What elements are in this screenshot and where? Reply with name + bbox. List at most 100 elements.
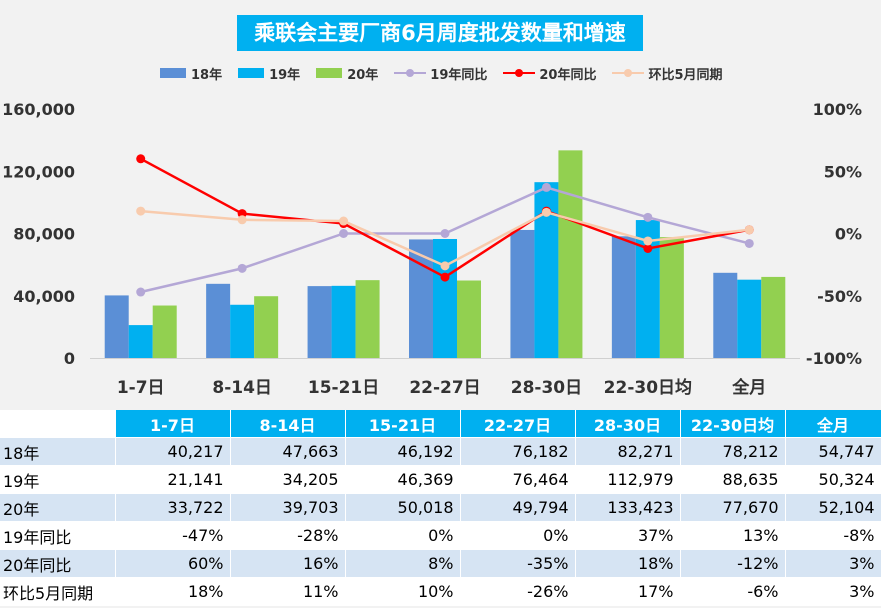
table-cell: 47,663 xyxy=(230,437,346,466)
legend-item: 18年 xyxy=(160,64,222,83)
table-row: 环比5月同期 18% 11% 10% -26% 17% -6% 3% xyxy=(0,577,881,606)
table-row: 20年同比 60% 16% 8% -35% 18% -12% 3% xyxy=(0,549,881,578)
x-tick-label: 22-27日 xyxy=(409,378,480,398)
table-cell: 78,212 xyxy=(680,437,786,466)
table-cell: 82,271 xyxy=(575,437,681,466)
table-cell: 60% xyxy=(115,549,231,578)
legend-label: 20年 xyxy=(347,67,379,83)
point-环比5月同期 xyxy=(541,207,551,217)
legend-item: 20年同比 xyxy=(503,64,596,83)
point-19年同比 xyxy=(237,263,247,273)
point-20年同比 xyxy=(440,272,450,282)
y-left-tick-label: 40,000 xyxy=(13,287,75,306)
table-cell: 3% xyxy=(785,577,881,606)
data-table: 1-7日 8-14日 15-21日 22-27日 28-30日 22-30日均 全月 18年… xyxy=(0,410,881,606)
point-19年同比 xyxy=(440,229,450,238)
table-cell: -6% xyxy=(680,577,786,606)
bar-20年 xyxy=(457,280,481,358)
y-right-tick-label: 100% xyxy=(813,100,862,119)
bar-20年 xyxy=(254,296,279,358)
table-cell: 46,369 xyxy=(345,465,461,494)
legend-item: 19年同比 xyxy=(394,64,487,83)
bar-19年 xyxy=(230,304,255,358)
table-column-header: 15-21日 xyxy=(345,410,461,438)
legend-line-marker xyxy=(612,68,645,78)
bar-18年 xyxy=(206,283,231,358)
table-cell: 133,423 xyxy=(575,493,681,522)
bar-20年 xyxy=(355,280,380,358)
legend-swatch xyxy=(316,68,343,78)
x-tick-label: 全月 xyxy=(731,377,766,398)
table-cell: 33,722 xyxy=(115,493,231,522)
table-column-header: 22-30日均 xyxy=(680,410,786,438)
y-left-tick-label: 0 xyxy=(64,349,75,368)
table-column-header: 全月 xyxy=(785,410,881,438)
table-cell: 0% xyxy=(345,521,461,550)
table-row: 18年 40,217 47,663 46,192 76,182 82,271 78,212 5… xyxy=(0,437,881,466)
table-cell: 49,794 xyxy=(460,493,576,522)
legend-label: 18年 xyxy=(191,67,223,83)
table-cell: 37% xyxy=(575,521,681,550)
table-cell: -8% xyxy=(785,521,881,550)
table-column-header: 28-30日 xyxy=(575,410,681,438)
point-环比5月同期 xyxy=(237,215,247,225)
x-tick-label: 8-14日 xyxy=(212,378,272,398)
bar-20年 xyxy=(659,237,684,358)
legend-item: 20年 xyxy=(316,64,378,83)
row-label: 20年同比 xyxy=(0,549,116,578)
legend-item: 19年 xyxy=(238,64,300,83)
table-cell: 8% xyxy=(345,549,461,578)
point-20年同比 xyxy=(643,243,653,253)
x-tick-label: 28-30日 xyxy=(511,378,582,398)
x-tick-label: 1-7日 xyxy=(117,378,165,398)
table-cell: 39,703 xyxy=(230,493,346,522)
row-label: 环比5月同期 xyxy=(0,577,116,606)
point-环比5月同期 xyxy=(440,261,450,271)
table-cell: 16% xyxy=(230,549,346,578)
y-left-tick-label: 80,000 xyxy=(13,225,75,244)
row-label: 19年 xyxy=(0,465,116,494)
table-cell: 50,018 xyxy=(345,493,461,522)
legend-swatch xyxy=(160,68,186,78)
point-19年同比 xyxy=(541,182,551,192)
bar-18年 xyxy=(307,286,332,358)
table-cell: 13% xyxy=(680,521,786,550)
bar-20年 xyxy=(558,150,583,358)
table-cell: 50,324 xyxy=(785,465,881,494)
legend-label: 19年 xyxy=(269,67,301,83)
point-19年同比 xyxy=(643,212,653,222)
bar-18年 xyxy=(510,229,535,358)
bar-19年 xyxy=(737,279,762,358)
bar-19年 xyxy=(331,285,356,358)
legend-line-marker xyxy=(503,68,536,78)
bar-19年 xyxy=(128,325,153,358)
point-19年同比 xyxy=(136,287,146,297)
table-cell: -35% xyxy=(460,549,576,578)
point-19年同比 xyxy=(744,238,754,248)
row-label: 19年同比 xyxy=(0,521,116,550)
table-cell: 112,979 xyxy=(575,465,681,494)
table-column-header: 8-14日 xyxy=(230,410,346,438)
bar-19年 xyxy=(433,239,457,358)
chart-legend: 18年 19年 20年 19年同比 20年同比 环比5月同期 xyxy=(160,63,739,83)
y-right-tick-label: 50% xyxy=(824,162,862,181)
table-cell: -47% xyxy=(115,521,231,550)
point-环比5月同期 xyxy=(643,236,653,246)
table-cell: 40,217 xyxy=(115,437,231,466)
legend-line-marker xyxy=(394,68,427,78)
bar-20年 xyxy=(152,305,177,358)
legend-label: 环比5月同期 xyxy=(648,67,723,83)
table-row: 19年同比 -47% -28% 0% 0% 37% 13% -8% xyxy=(0,521,881,550)
point-19年同比 xyxy=(339,229,349,238)
bar-18年 xyxy=(611,236,636,358)
point-环比5月同期 xyxy=(744,225,754,235)
table-row: 19年 21,141 34,205 46,369 76,464 112,979 88,635… xyxy=(0,465,881,494)
chart-title: 乘联会主要厂商6月周度批发数量和增速 xyxy=(237,15,643,51)
table-cell: 11% xyxy=(230,577,346,606)
row-label: 20年 xyxy=(0,493,116,522)
table-cell: -28% xyxy=(230,521,346,550)
x-tick-label: 15-21日 xyxy=(308,378,379,398)
table-cell: 18% xyxy=(575,549,681,578)
row-label: 18年 xyxy=(0,437,116,466)
combo-chart: 0 40,000 80,000 120,000 160,000 -100% -50% 0% 50… xyxy=(2,100,862,398)
